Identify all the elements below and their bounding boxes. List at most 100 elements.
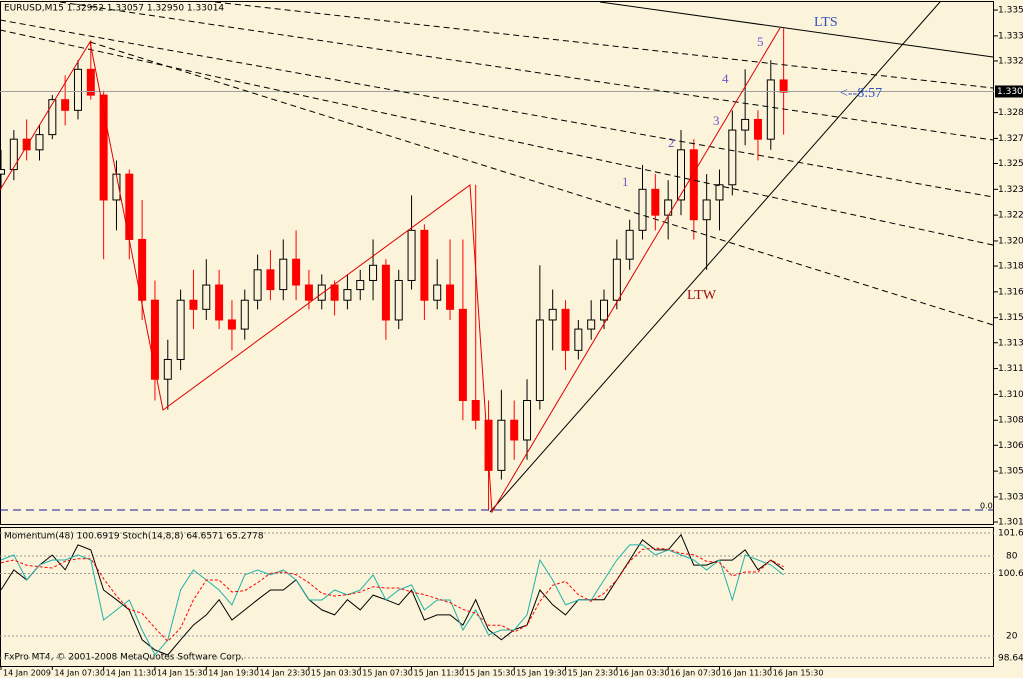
y-tick-label: 1.31865 <box>998 262 1023 272</box>
candle-body <box>202 284 211 310</box>
y-tick-label: 1.31190 <box>998 364 1023 374</box>
y-tick-label: 1.30345 <box>998 492 1023 502</box>
candle-body <box>279 258 288 291</box>
y-tick-label: 101.6022 <box>998 528 1023 538</box>
candle-body <box>343 289 352 301</box>
candle-body <box>753 118 762 140</box>
candle-body <box>702 199 711 221</box>
trend-line <box>599 1 994 58</box>
candle-body <box>612 258 621 301</box>
candle-body <box>35 134 44 151</box>
y2-tick-label: 80 <box>1006 552 1018 562</box>
x-tick-label: 16 Jan 11:30 <box>721 669 772 678</box>
x-tick-label: 14 Jan 2009 <box>3 669 51 678</box>
x-tick-label: 14 Jan 23:30 <box>260 669 311 678</box>
candle-body <box>253 269 262 301</box>
candle-body <box>381 264 390 321</box>
fan-line <box>214 1 994 89</box>
fan-line <box>89 41 994 326</box>
candle-body <box>317 284 326 301</box>
y-tick-label: 1.33380 <box>998 31 1023 41</box>
y-tick-label: 1.31695 <box>998 287 1023 297</box>
candle-body <box>715 184 724 201</box>
candle-body <box>561 308 570 351</box>
current-price-box <box>995 85 1023 98</box>
y-tick-label: 1.33550 <box>998 6 1023 16</box>
fan-line <box>0 19 994 198</box>
wave-label: 1 <box>622 174 629 189</box>
lts-label: LTS <box>814 15 838 30</box>
x-tick-label: 15 Jan 15:30 <box>465 669 516 678</box>
y-tick-label: 1.32200 <box>998 211 1023 221</box>
candle-body <box>227 319 236 330</box>
fibo-level-label: 0.0 <box>980 502 993 511</box>
wave-label: 3 <box>713 113 720 128</box>
y-tick-label: 1.30180 <box>998 518 1023 528</box>
candle-body <box>741 118 750 131</box>
y-tick-label: 1.33215 <box>998 56 1023 66</box>
candle-body <box>779 79 788 93</box>
y2-tick-label: 20 <box>1006 632 1018 642</box>
x-tick-label: 14 Jan 19:30 <box>208 669 259 678</box>
candle-body <box>600 299 609 321</box>
candle-body <box>176 299 185 360</box>
chart-header: EURUSD,M15 1.32952 1.33057 1.32950 1.330… <box>4 4 224 14</box>
y-tick-label: 1.32030 <box>998 236 1023 246</box>
ltw-label: LTW <box>687 288 717 303</box>
y-tick-label: 1.32370 <box>998 185 1023 195</box>
x-tick-label: 14 Jan 07:30 <box>54 669 105 678</box>
y-tick-label: 1.32705 <box>998 134 1023 144</box>
y-tick-label: 1.31020 <box>998 390 1023 400</box>
x-tick-label: 16 Jan 15:30 <box>773 669 824 678</box>
candle-body <box>266 269 275 291</box>
fan-line <box>59 1 994 141</box>
candle-body <box>638 188 647 231</box>
candle-body <box>73 68 82 111</box>
indicator-line <box>0 547 784 643</box>
candle-body <box>535 319 544 401</box>
wave-label: 2 <box>668 135 675 150</box>
candle-body <box>497 419 506 471</box>
candle-body <box>369 264 378 281</box>
candle-body <box>510 419 519 441</box>
time-label: <--8:57 <box>840 86 882 101</box>
candle-body <box>548 308 557 321</box>
candle-body <box>86 68 95 96</box>
candle-body <box>523 399 532 441</box>
candle-body <box>394 279 403 321</box>
candle-body <box>433 284 442 301</box>
y-tick-label: 1.30685 <box>998 441 1023 451</box>
candle-body <box>9 138 18 171</box>
indicator-header: Momentum(48) 100.6919 Stoch(14,8,8) 64.6… <box>4 532 264 542</box>
candle-body <box>407 229 416 281</box>
candle-body <box>664 199 673 216</box>
y-tick-label: 1.30515 <box>998 467 1023 477</box>
candle-body <box>150 299 159 380</box>
x-tick-label: 16 Jan 07:30 <box>670 669 721 678</box>
y-tick-label: 100.6421 <box>998 569 1023 579</box>
y-tick-label: 1.31525 <box>998 313 1023 323</box>
current-price-label: 1.33014 <box>997 87 1023 97</box>
candle-body <box>446 284 455 310</box>
x-tick-label: 14 Jan 11:30 <box>106 669 157 678</box>
candle-body <box>689 149 698 221</box>
candle-body <box>61 99 70 111</box>
analysis-drawings <box>0 1 994 514</box>
candle-body <box>240 299 249 330</box>
candle-body <box>471 399 480 421</box>
x-tick-label: 15 Jan 23:30 <box>568 669 619 678</box>
x-tick-label: 15 Jan 03:30 <box>311 669 362 678</box>
candle-body <box>625 229 634 260</box>
candle-body <box>587 319 596 330</box>
x-tick-label: 15 Jan 07:30 <box>362 669 413 678</box>
candle-body <box>0 169 5 175</box>
y-tick-label: 1.30850 <box>998 416 1023 426</box>
candle-body <box>420 229 429 301</box>
zigzag <box>0 27 781 514</box>
y-tick-label: 1.32540 <box>998 159 1023 169</box>
y-tick-label: 1.31360 <box>998 338 1023 348</box>
x-tick-label: 15 Jan 11:30 <box>414 669 465 678</box>
y-tick-label: 98.6426 <box>998 653 1023 663</box>
